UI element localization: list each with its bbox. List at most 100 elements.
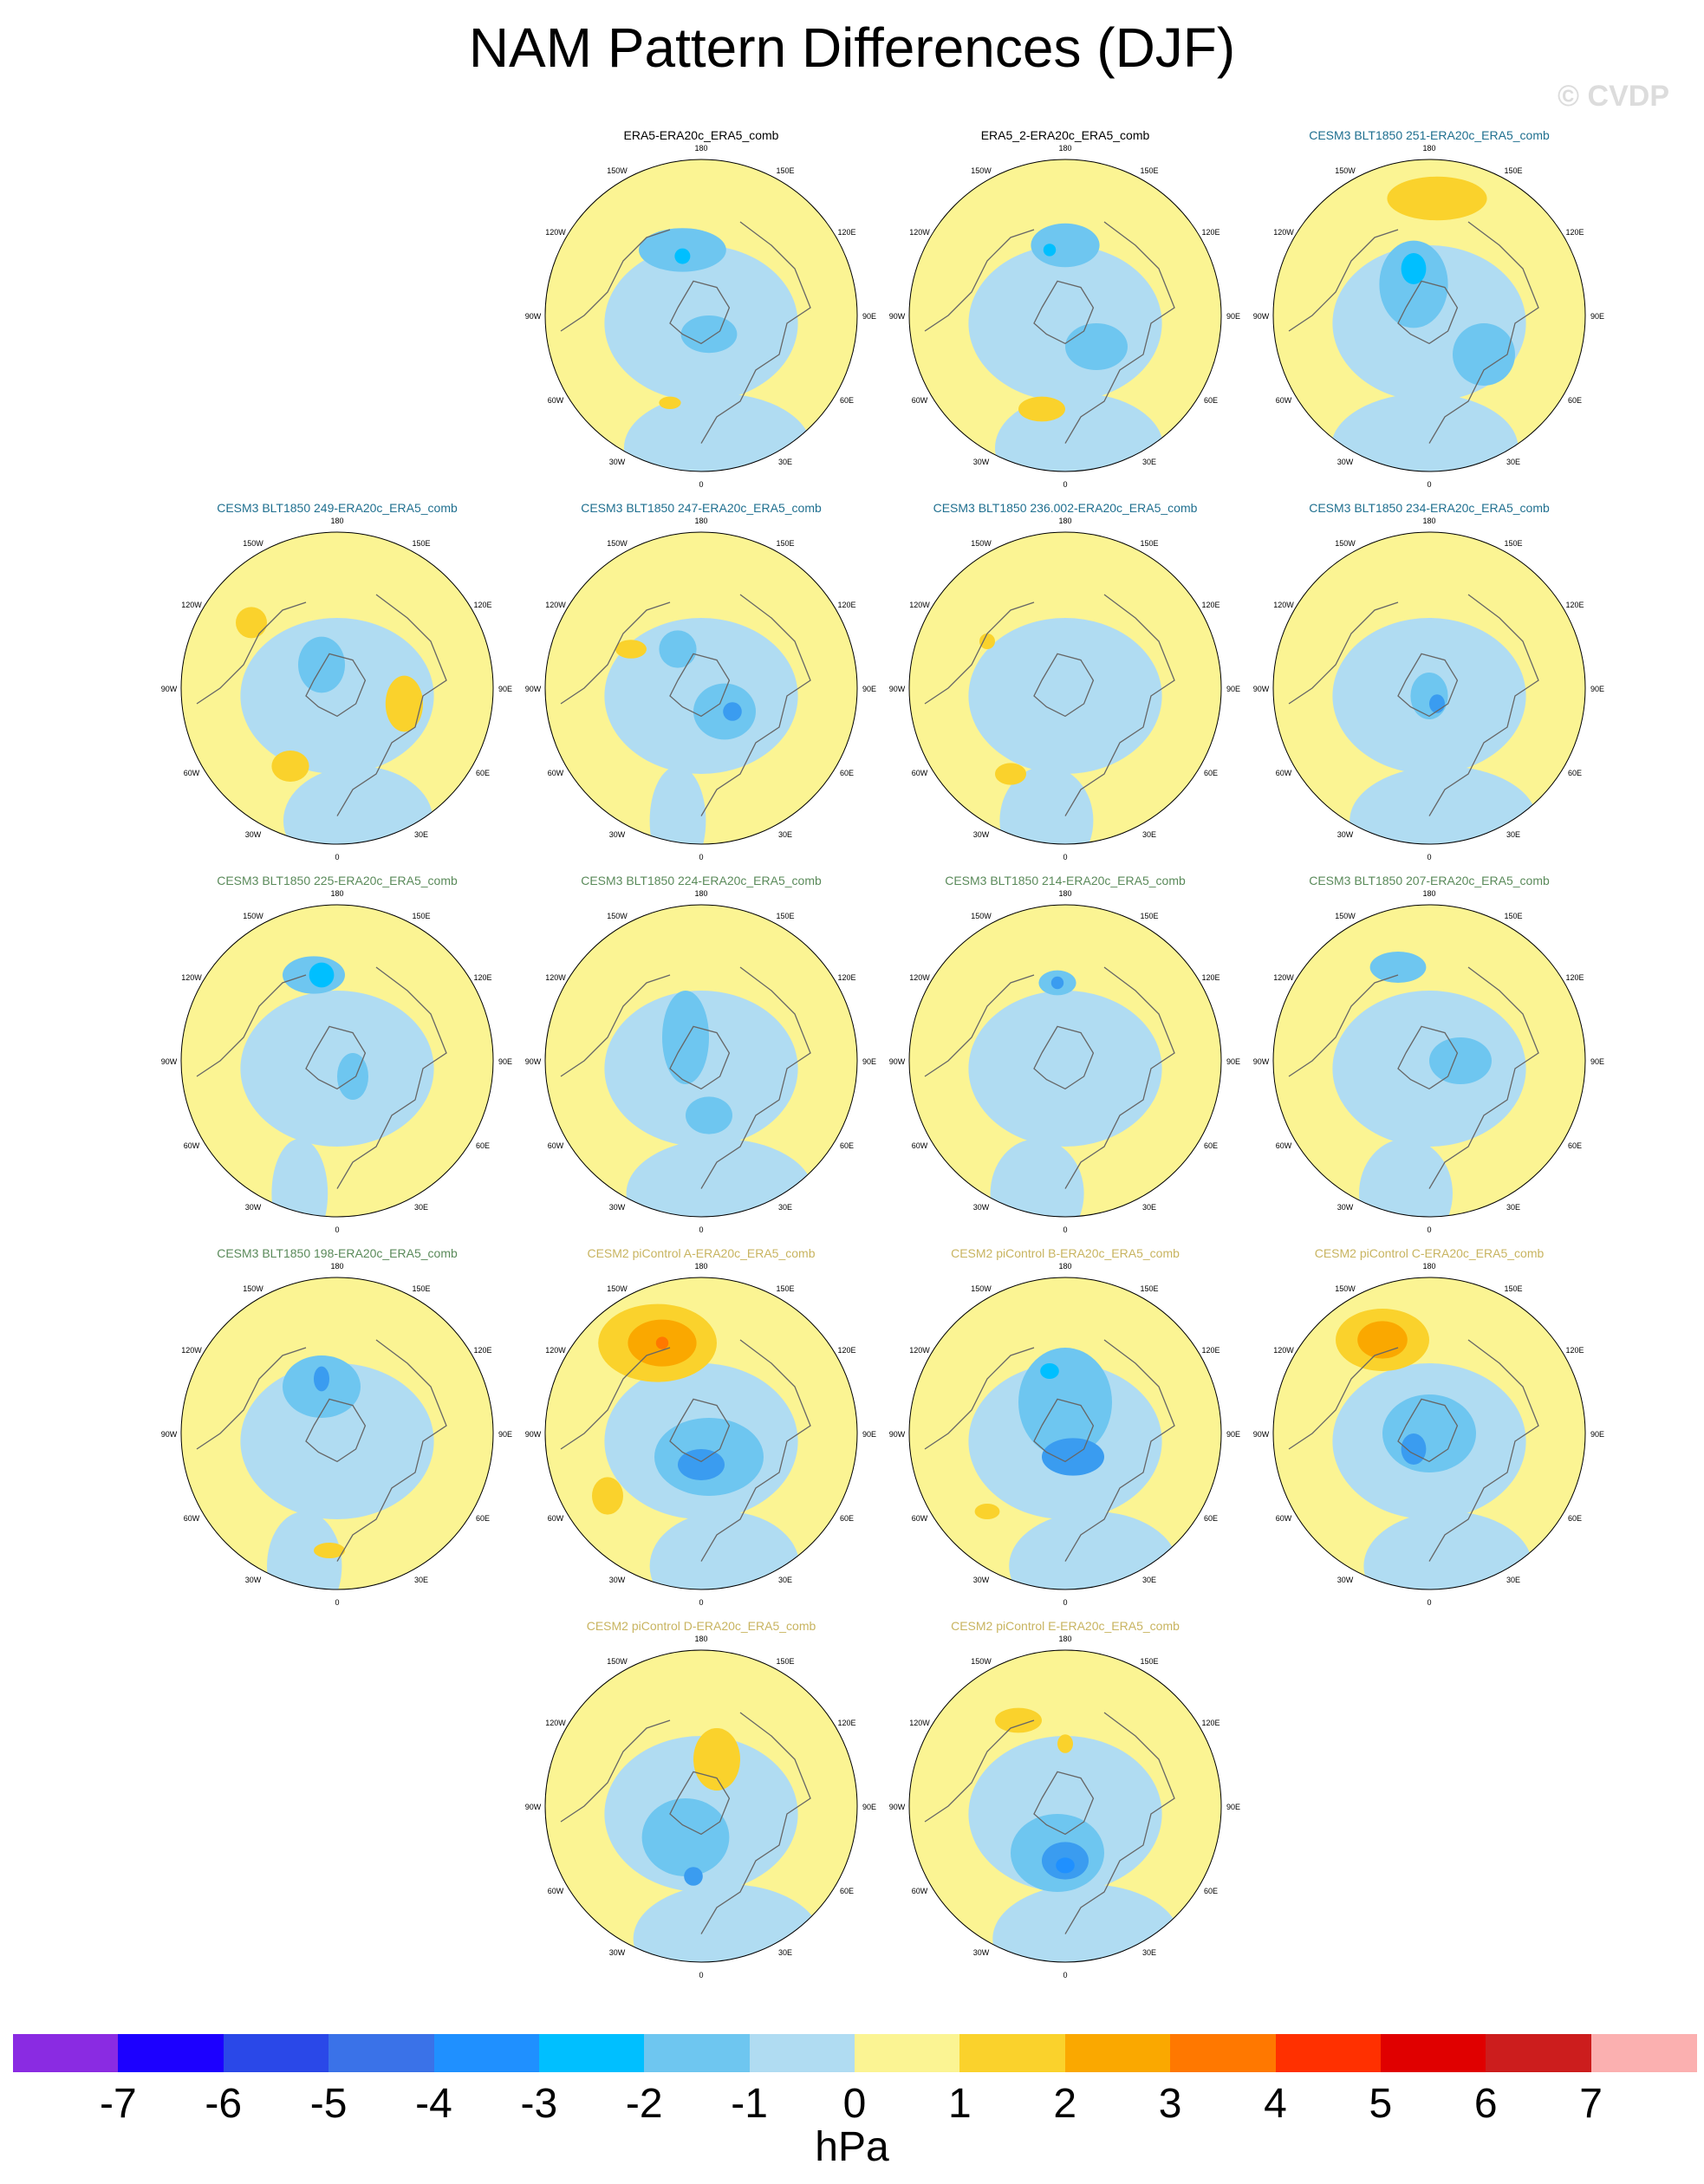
- longitude-label: 30E: [1142, 1203, 1156, 1212]
- longitude-label: 120W: [1273, 228, 1294, 237]
- longitude-label: 90E: [498, 1430, 512, 1439]
- negative-anomaly-band: [1009, 1511, 1178, 1589]
- longitude-label: 60W: [912, 1514, 928, 1523]
- map-boundary: [1272, 1277, 1586, 1590]
- polar-map: 180 150E 120E 90E 60E 30E 0 30W 60W 90W 120W 150W: [1253, 144, 1604, 489]
- longitude-label: 60E: [1204, 396, 1218, 405]
- longitude-label: 60W: [1276, 769, 1292, 777]
- longitude-label: 120E: [1565, 973, 1584, 982]
- anomaly-contour: [1050, 976, 1064, 990]
- longitude-label: 120E: [473, 973, 491, 982]
- longitude-label: 0: [699, 1598, 703, 1607]
- longitude-label: 150W: [971, 1284, 992, 1293]
- longitude-label: 60E: [1204, 1141, 1218, 1150]
- longitude-label: 0: [335, 1598, 339, 1607]
- map-panel: CESM2 piControl E-ERA20c_ERA5_comb 180 150…: [884, 1619, 1246, 1981]
- map-panel-title: CESM2 piControl D-ERA20c_ERA5_comb: [586, 1619, 816, 1633]
- anomaly-contour: [1453, 323, 1515, 386]
- longitude-label: 120E: [473, 601, 491, 609]
- longitude-label: 120E: [1565, 1346, 1584, 1355]
- anomaly-contour: [693, 1728, 740, 1791]
- polar-map: 180 150E 120E 90E 60E 30E 0 30W 60W 90W 120W 150W: [161, 517, 512, 861]
- map-panel-title: CESM3 BLT1850 207-ERA20c_ERA5_comb: [1309, 874, 1550, 887]
- negative-anomaly-band: [267, 1511, 342, 1589]
- longitude-label: 90E: [862, 1430, 876, 1439]
- longitude-label: 60E: [476, 1141, 490, 1150]
- polar-map: 180 150E 120E 90E 60E 30E 0 30W 60W 90W 120W 150W: [1253, 889, 1604, 1234]
- longitude-label: 30E: [1142, 1948, 1156, 1957]
- longitude-label: 180: [1058, 517, 1071, 525]
- longitude-label: 90E: [862, 1803, 876, 1811]
- colorbar-tick-label: -3: [520, 2081, 558, 2127]
- anomaly-contour: [1429, 694, 1445, 713]
- negative-anomaly-band: [999, 766, 1094, 844]
- coastline: [1288, 974, 1399, 1077]
- longitude-label: 90W: [525, 312, 542, 321]
- colorbar-tick-label: -2: [625, 2081, 663, 2127]
- longitude-label: 30W: [245, 1576, 262, 1584]
- anomaly-contour: [1382, 1394, 1476, 1472]
- longitude-label: 60W: [548, 1514, 564, 1523]
- anomaly-contour: [659, 396, 681, 409]
- colorbar-tick-label: -5: [309, 2081, 348, 2127]
- longitude-label: 150W: [971, 1657, 992, 1666]
- coastline: [1033, 1398, 1095, 1463]
- longitude-label: 150E: [1504, 166, 1522, 175]
- polar-map: 180 150E 120E 90E 60E 30E 0 30W 60W 90W 120W 150W: [525, 144, 876, 489]
- colorbar-swatch: [1275, 2034, 1382, 2072]
- longitude-label: 90W: [1253, 1057, 1270, 1066]
- longitude-label: 60W: [912, 1887, 928, 1895]
- longitude-label: 0: [699, 480, 703, 489]
- longitude-label: 180: [1058, 889, 1071, 898]
- longitude-label: 30W: [609, 1203, 626, 1212]
- longitude-label: 0: [1427, 480, 1431, 489]
- longitude-label: 30E: [1506, 1576, 1520, 1584]
- coastline: [560, 601, 671, 705]
- longitude-label: 120E: [1201, 228, 1219, 237]
- map-panel: CESM3 BLT1850 234-ERA20c_ERA5_comb 180 150…: [1248, 501, 1610, 863]
- anomaly-contour: [1387, 176, 1487, 221]
- coastline: [700, 1712, 811, 1934]
- map-panel-title: CESM3 BLT1850 236.002-ERA20c_ERA5_comb: [933, 501, 1198, 515]
- coastline: [700, 966, 811, 1189]
- negative-anomaly-region: [1332, 991, 1526, 1147]
- coastline: [1288, 229, 1399, 332]
- longitude-label: 180: [330, 517, 343, 525]
- longitude-label: 0: [699, 853, 703, 861]
- anomaly-contour: [974, 1504, 1000, 1519]
- coastline: [1397, 1025, 1459, 1090]
- polar-map: 180 150E 120E 90E 60E 30E 0 30W 60W 90W 120W 150W: [1253, 517, 1604, 861]
- longitude-label: 180: [330, 889, 343, 898]
- anomaly-contour: [655, 1336, 669, 1349]
- map-panel: CESM3 BLT1850 225-ERA20c_ERA5_comb 180 150…: [156, 874, 518, 1236]
- anomaly-contour: [592, 1477, 623, 1515]
- map-panel: CESM2 piControl A-ERA20c_ERA5_comb 180 150…: [520, 1246, 882, 1609]
- negative-anomaly-band: [1363, 1511, 1532, 1589]
- longitude-label: 0: [1063, 1598, 1067, 1607]
- map-panel-title: CESM3 BLT1850 247-ERA20c_ERA5_comb: [581, 501, 822, 515]
- longitude-label: 60E: [476, 1514, 490, 1523]
- colorbar-tick-label: -7: [100, 2081, 137, 2127]
- longitude-label: 0: [1063, 1225, 1067, 1234]
- anomaly-contour: [1057, 1734, 1073, 1753]
- colorbar-swatch: [1486, 2034, 1592, 2072]
- negative-anomaly-band: [626, 1139, 814, 1217]
- longitude-label: 90E: [1590, 1430, 1604, 1439]
- map-panel: ERA5_2-ERA20c_ERA5_comb 180 150E 120E 90E 60E…: [884, 128, 1246, 491]
- longitude-label: 30E: [1142, 458, 1156, 466]
- longitude-label: 30E: [1506, 458, 1520, 466]
- longitude-label: 90W: [161, 1057, 178, 1066]
- coastline: [924, 1719, 1035, 1823]
- negative-anomaly-band: [649, 766, 706, 844]
- longitude-label: 150E: [1140, 539, 1158, 548]
- map-panel: ERA5-ERA20c_ERA5_comb 180 150E 120E 90E 60E 30…: [520, 128, 882, 491]
- longitude-label: 150E: [1504, 912, 1522, 920]
- longitude-label: 90E: [1590, 685, 1604, 693]
- longitude-label: 150W: [1335, 1284, 1356, 1293]
- longitude-label: 90W: [161, 1430, 178, 1439]
- map-panel-title: CESM3 BLT1850 198-ERA20c_ERA5_comb: [217, 1246, 458, 1260]
- colorbar-tick-label: 7: [1579, 2081, 1603, 2127]
- map-boundary: [908, 904, 1222, 1218]
- figure-title: NAM Pattern Differences (DJF): [468, 16, 1236, 79]
- negative-anomaly-band: [1330, 393, 1519, 471]
